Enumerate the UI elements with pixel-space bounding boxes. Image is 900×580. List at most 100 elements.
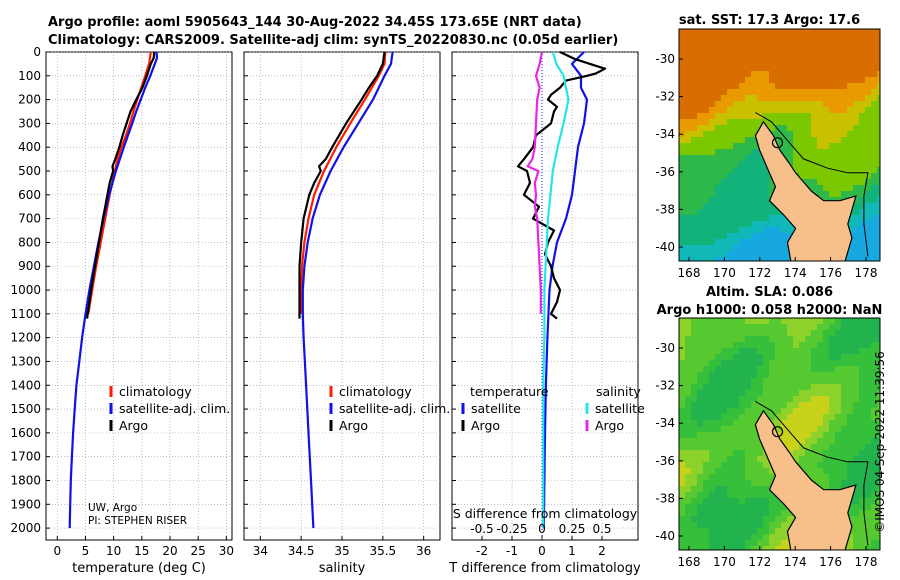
map-cell — [745, 432, 752, 439]
map-cell — [745, 53, 752, 60]
map-cell — [739, 257, 746, 261]
map-cell — [817, 155, 824, 162]
map-cell — [877, 137, 880, 144]
map-cell — [865, 366, 872, 373]
map-cell — [709, 101, 716, 108]
map-cell — [751, 29, 758, 36]
map-cell — [865, 143, 872, 150]
x-tick-label: 35 — [334, 544, 349, 558]
map-cell — [811, 95, 818, 102]
map-cell — [847, 396, 854, 403]
map-cell — [703, 504, 710, 511]
map-cell — [703, 221, 710, 228]
map-cell — [691, 408, 698, 415]
map-cell — [715, 239, 722, 246]
map-cell — [685, 546, 692, 550]
map-cell — [727, 107, 734, 114]
map-cell — [805, 35, 812, 42]
map-cell — [799, 360, 806, 367]
map-cell — [703, 426, 710, 433]
map-cell — [769, 233, 776, 240]
map-cell — [691, 95, 698, 102]
map-cell — [721, 53, 728, 60]
map-cell — [817, 408, 824, 415]
map-y-tick-label: -36 — [655, 165, 675, 179]
map-cell — [781, 227, 788, 234]
map-cell — [697, 173, 704, 180]
map-cell — [871, 378, 878, 385]
map-cell — [811, 456, 818, 463]
map-x-tick-label: 176 — [819, 555, 842, 569]
map-cell — [763, 498, 770, 505]
map-x-tick-label: 176 — [819, 266, 842, 280]
map-cell — [697, 155, 704, 162]
map-cell — [775, 426, 782, 433]
map-cell — [691, 342, 698, 349]
map-cell — [769, 47, 776, 54]
map-cell — [769, 125, 776, 132]
map-cell — [775, 251, 782, 258]
map-cell — [697, 456, 704, 463]
map-cell — [811, 131, 818, 138]
map-cell — [691, 167, 698, 174]
map-cell — [739, 107, 746, 114]
map-x-tick-label: 168 — [678, 555, 701, 569]
map-cell — [763, 227, 770, 234]
map-cell — [859, 257, 866, 261]
map-cell — [727, 257, 734, 261]
map-cell — [709, 233, 716, 240]
map-cell — [835, 95, 842, 102]
map-cell — [697, 83, 704, 90]
map-cell — [721, 215, 728, 222]
map-cell — [853, 173, 860, 180]
map-cell — [679, 390, 686, 397]
map-cell — [757, 65, 764, 72]
y-tick-label: 1800 — [10, 473, 41, 487]
map-cell — [829, 330, 836, 337]
map-cell — [805, 360, 812, 367]
map-cell — [763, 546, 770, 550]
map-cell — [829, 173, 836, 180]
x-tick-label: -2 — [476, 544, 488, 558]
map-cell — [727, 378, 734, 385]
map-cell — [877, 77, 880, 84]
map-cell — [841, 474, 848, 481]
map-cell — [841, 41, 848, 48]
map-cell — [805, 432, 812, 439]
map-cell — [733, 53, 740, 60]
map-cell — [847, 35, 854, 42]
map-cell — [769, 245, 776, 252]
map-cell — [703, 462, 710, 469]
map-cell — [859, 468, 866, 475]
map-cell — [697, 257, 704, 261]
map-cell — [865, 149, 872, 156]
map-cell — [721, 330, 728, 337]
title-line-1: Argo profile: aoml 5905643_144 30-Aug-20… — [48, 15, 582, 30]
map-cell — [757, 203, 764, 210]
map-cell — [805, 426, 812, 433]
map-cell — [679, 528, 686, 535]
map-cell — [769, 59, 776, 66]
map-cell — [739, 173, 746, 180]
map-cell — [877, 35, 880, 42]
map-cell — [751, 480, 758, 487]
map-cell — [781, 378, 788, 385]
map-cell — [835, 29, 842, 36]
map-cell — [721, 251, 728, 258]
map-cell — [775, 245, 782, 252]
map-cell — [853, 384, 860, 391]
map-cell — [709, 522, 716, 529]
map-cell — [745, 480, 752, 487]
map-cell — [685, 143, 692, 150]
map-cell — [835, 83, 842, 90]
map-cell — [877, 546, 880, 550]
map-cell — [817, 89, 824, 96]
map-cell — [757, 534, 764, 541]
map-cell — [871, 227, 878, 234]
map-cell — [709, 143, 716, 150]
map-cell — [745, 330, 752, 337]
map-cell — [817, 474, 824, 481]
map-cell — [841, 378, 848, 385]
map-cell — [721, 29, 728, 36]
